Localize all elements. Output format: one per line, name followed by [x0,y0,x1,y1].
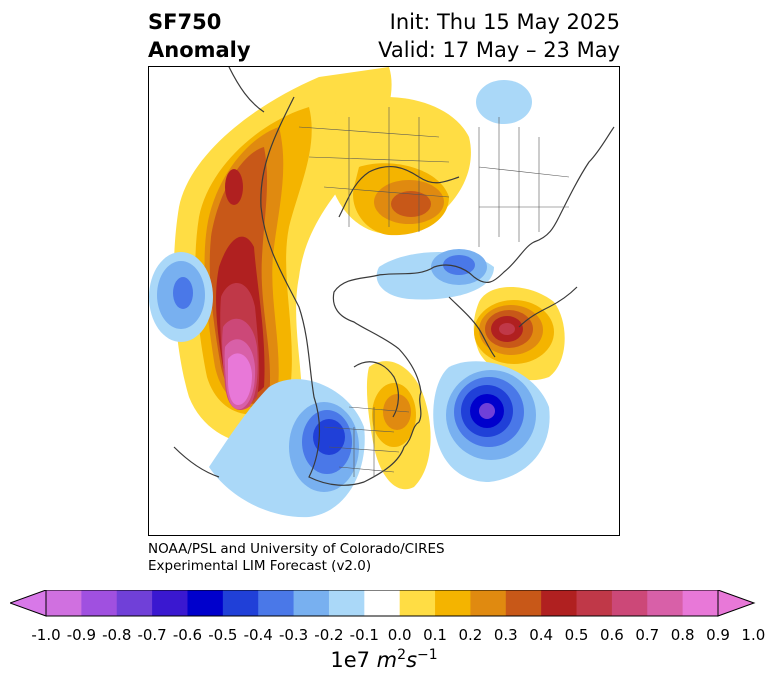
colorbar-tick-label: -0.7 [137,626,167,644]
colorbar-cell [541,590,578,616]
map-svg [149,67,615,518]
credit-block: NOAA/PSL and University of Colorado/CIRE… [148,541,445,575]
colorbar-tick-label: -0.5 [208,626,238,644]
country-borders [298,107,570,477]
title-variable: SF750 [148,10,222,34]
colorbar-cell [611,590,648,616]
colorbar-tick-label: 0.6 [599,626,624,644]
units-m: m [376,648,398,672]
colorbar-cell [187,590,224,616]
colorbar-cell [81,590,118,616]
colorbar-tick-label: -0.4 [243,626,273,644]
colorbar-tick-label: -0.1 [349,626,379,644]
colorbar-cell [258,590,295,616]
colorbar-tick-labels: -1.0 -0.9 -0.8 -0.7 -0.6 -0.5 -0.4 -0.3 -0.2 -0.1… [0,626,768,646]
anomaly-contours [149,67,565,518]
title-field: Anomaly [148,38,251,62]
colorbar-units: 1e7 m2s−1 [0,647,768,672]
colorbar [10,590,756,617]
colorbar-tick-label: -0.8 [102,626,132,644]
colorbar-cell [116,590,153,616]
units-base: 1e7 [330,648,370,672]
figure-title: SF750 Anomaly [148,8,251,64]
colorbar-cell [152,590,188,616]
colorbar-tick-label: 0.0 [387,626,412,644]
colorbar-cell [364,590,401,616]
colorbar-extend-low [10,590,47,617]
colorbar-tick-label: 0.3 [493,626,518,644]
anomaly-map [148,66,620,536]
colorbar-extend-high [717,590,756,617]
colorbar-tick-label: 0.1 [423,626,447,644]
coastlines [173,67,615,486]
valid-range: Valid: 17 May – 23 May [378,38,620,62]
units-s: s [406,648,418,672]
colorbar-tick-label: 0.5 [564,626,589,644]
colorbar-cell [470,590,507,616]
init-date: Init: Thu 15 May 2025 [389,10,620,34]
colorbar-tick-label: 0.8 [670,626,695,644]
colorbar-tick-label: 1.0 [741,626,766,644]
colorbar-tick-label: -0.2 [314,626,344,644]
colorbar-tick-label: 0.4 [529,626,554,644]
units-s-exp: −1 [417,647,438,663]
units-m-exp: 2 [397,647,407,663]
colorbar-tick-label: -0.6 [172,626,203,644]
credit-line-1: NOAA/PSL and University of Colorado/CIRE… [148,541,445,557]
figure-dates: Init: Thu 15 May 2025 Valid: 17 May – 23… [378,8,620,64]
colorbar-cell [46,590,82,616]
colorbar-cell [647,590,684,616]
colorbar-cell [399,590,436,616]
colorbar-cell [222,590,259,616]
colorbar-cell [682,590,719,616]
colorbar-tick-label: 0.2 [458,626,483,644]
colorbar-cell [505,590,542,616]
colorbar-tick-label: -1.0 [31,626,61,644]
colorbar-cells [46,590,719,616]
colorbar-outline [45,590,719,617]
colorbar-cell [328,590,365,616]
colorbar-tick-label: 0.9 [706,626,730,644]
colorbar-tick-label: -0.9 [66,626,96,644]
colorbar-cell [435,590,471,616]
credit-line-2: Experimental LIM Forecast (v2.0) [148,558,372,574]
colorbar-tick-label: -0.3 [278,626,309,644]
colorbar-tick-label: 0.7 [635,626,660,644]
colorbar-cell [576,590,613,616]
colorbar-cell [293,590,330,616]
